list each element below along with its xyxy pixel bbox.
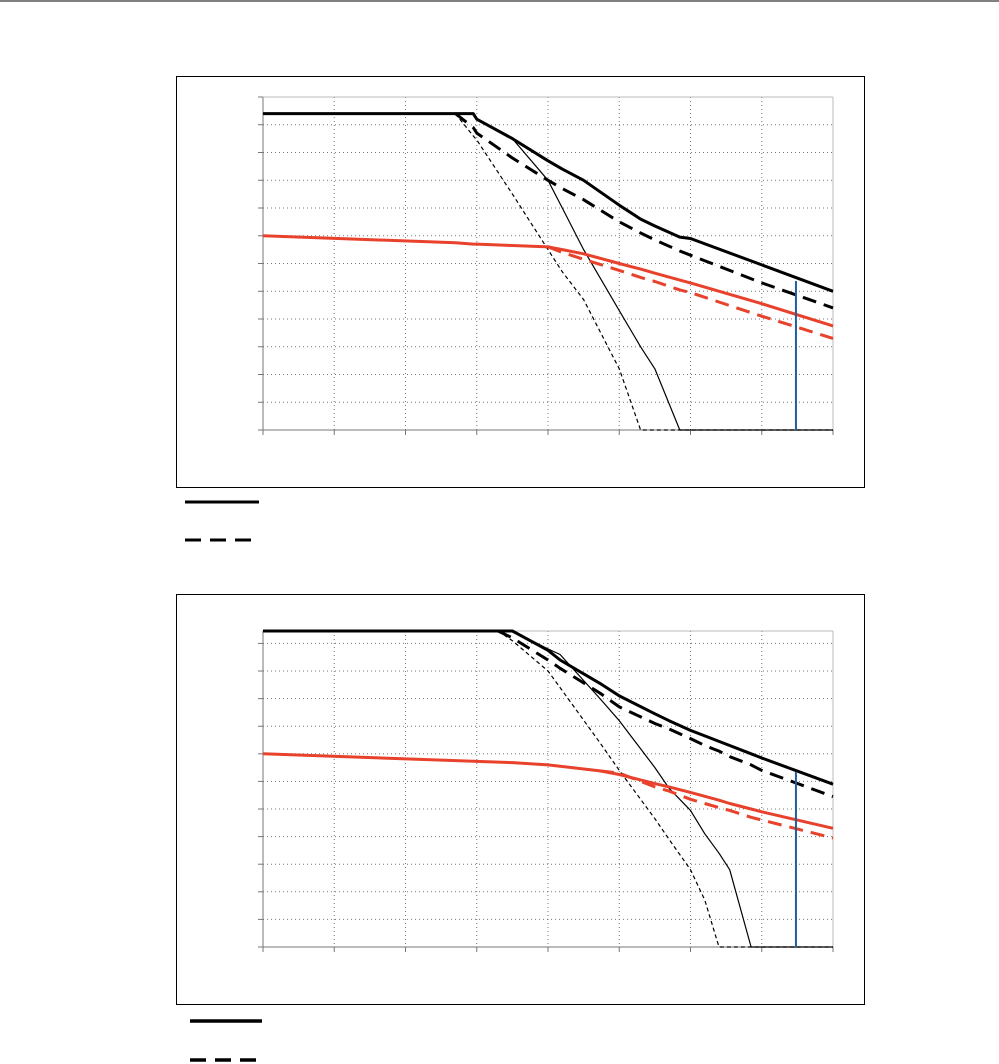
series-line <box>262 234 834 328</box>
series-line <box>472 113 833 431</box>
series-line <box>497 630 833 948</box>
series-line <box>599 769 834 840</box>
series-line <box>454 112 834 310</box>
series-line <box>263 112 834 293</box>
series-line <box>262 752 834 830</box>
chart-frame <box>176 76 865 488</box>
chart-frame <box>176 594 865 1005</box>
series-line <box>454 113 833 431</box>
series-line <box>512 630 833 948</box>
series-line <box>547 245 834 340</box>
series-line <box>263 629 834 786</box>
